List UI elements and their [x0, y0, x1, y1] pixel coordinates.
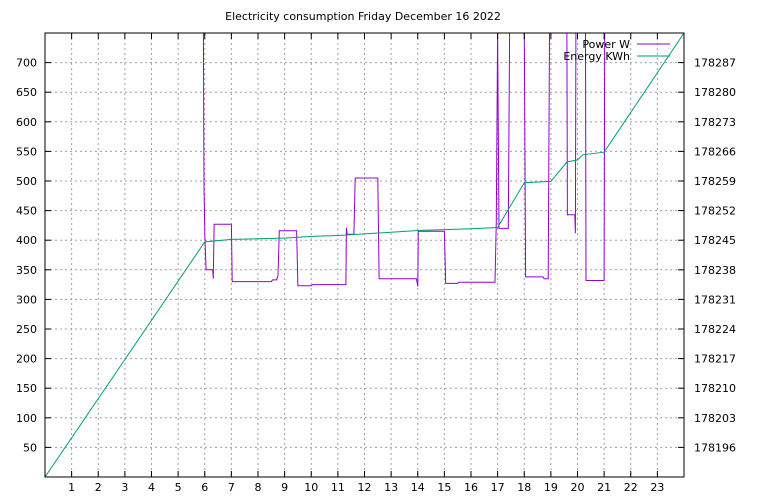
legend-label: Energy KWh — [563, 50, 630, 63]
y-tick-label: 350 — [16, 264, 37, 277]
y2-tick-label: 178217 — [694, 353, 736, 366]
y-tick-label: 100 — [16, 412, 37, 425]
y2-tick-label: 178224 — [694, 323, 736, 336]
x-tick-label: 18 — [517, 481, 531, 494]
y2-tick-label: 178231 — [694, 293, 736, 306]
chart-title: Electricity consumption Friday December … — [225, 10, 501, 23]
x-tick-label: 13 — [384, 481, 398, 494]
legend-label: Power W — [582, 38, 630, 51]
y2-tick-label: 178287 — [694, 57, 736, 70]
y2-tick-label: 178280 — [694, 86, 736, 99]
y-tick-label: 500 — [16, 175, 37, 188]
y-tick-label: 450 — [16, 205, 37, 218]
y-axis-left: 50 100 150 200 250 300 350 400 450 500 550 600 650 70… — [16, 57, 51, 454]
y-tick-label: 250 — [16, 323, 37, 336]
x-tick-label: 20 — [571, 481, 585, 494]
y-tick-label: 300 — [16, 293, 37, 306]
y-tick-label: 700 — [16, 57, 37, 70]
x-tick-label: 1 — [68, 481, 75, 494]
x-tick-label: 7 — [228, 481, 235, 494]
y2-tick-label: 178238 — [694, 264, 736, 277]
y-tick-label: 550 — [16, 145, 37, 158]
y-tick-label: 150 — [16, 382, 37, 395]
y2-tick-label: 178210 — [694, 382, 736, 395]
y-tick-label: 650 — [16, 86, 37, 99]
series-line-power — [202, 32, 606, 287]
x-tick-label: 15 — [437, 481, 451, 494]
x-tick-label: 17 — [491, 481, 505, 494]
y-axis-right: 178196 178203 178210 178217 178224 178231 1782… — [678, 57, 736, 454]
x-tick-label: 12 — [358, 481, 372, 494]
x-tick-label: 9 — [281, 481, 288, 494]
x-tick-label: 22 — [624, 481, 638, 494]
y-tick-label: 50 — [23, 441, 37, 454]
x-tick-label: 11 — [331, 481, 345, 494]
y-tick-label: 200 — [16, 353, 37, 366]
y-tick-label: 600 — [16, 116, 37, 129]
x-tick-label: 4 — [148, 481, 155, 494]
x-tick-label: 10 — [304, 481, 318, 494]
x-tick-label: 19 — [544, 481, 558, 494]
y2-tick-label: 178245 — [694, 234, 736, 247]
y2-tick-label: 178203 — [694, 412, 736, 425]
x-tick-label: 14 — [411, 481, 425, 494]
y-tick-label: 400 — [16, 234, 37, 247]
y2-tick-label: 178196 — [694, 441, 736, 454]
grid-lines — [45, 33, 684, 477]
x-tick-label: 16 — [464, 481, 478, 494]
x-tick-label: 21 — [597, 481, 611, 494]
x-axis: 1 2 3 4 5 6 7 8 9 10 11 12 13 14 15 16 17 18 19 20 21 22 23 — [68, 33, 664, 494]
x-tick-label: 5 — [175, 481, 182, 494]
x-tick-label: 23 — [650, 481, 664, 494]
series-line-energy — [44, 32, 685, 478]
x-tick-label: 2 — [95, 481, 102, 494]
x-tick-label: 3 — [121, 481, 128, 494]
x-tick-label: 6 — [201, 481, 208, 494]
x-tick-label: 8 — [255, 481, 262, 494]
y2-tick-label: 178259 — [694, 175, 736, 188]
y2-tick-label: 178273 — [694, 116, 736, 129]
y2-tick-label: 178252 — [694, 205, 736, 218]
y2-tick-label: 178266 — [694, 145, 736, 158]
